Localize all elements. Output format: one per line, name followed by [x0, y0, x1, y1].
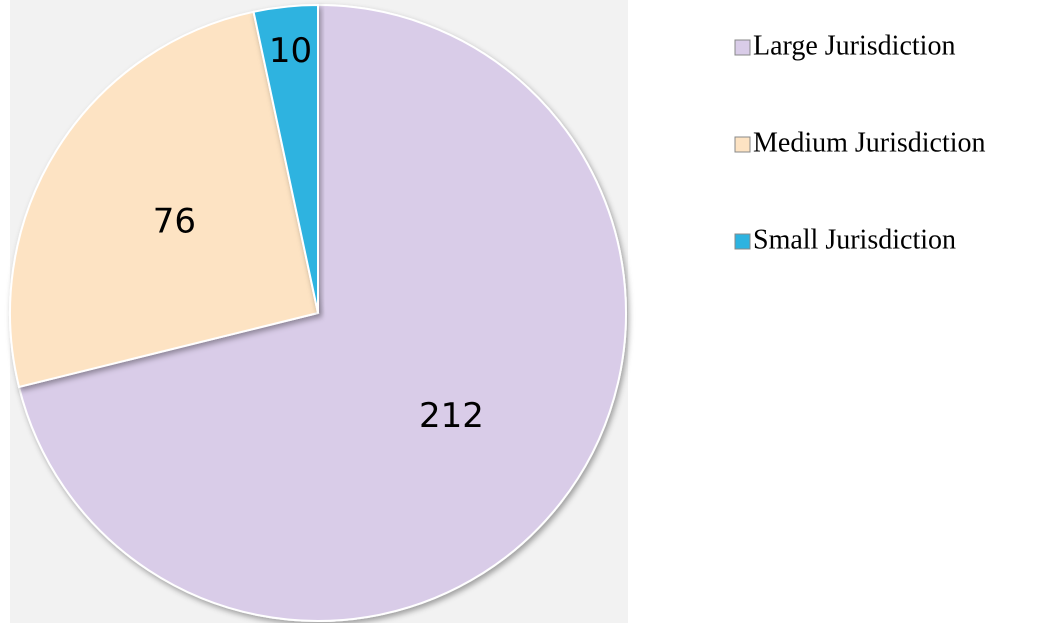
data-label: 212	[419, 396, 484, 436]
data-label: 10	[269, 31, 312, 71]
pie-slice	[17, 3, 627, 622]
legend-swatch	[734, 39, 751, 56]
legend-label: Large Jurisdiction	[753, 30, 955, 61]
data-label: 76	[153, 202, 196, 242]
pie-slice	[9, 10, 320, 389]
legend-swatch	[734, 233, 751, 250]
pie-slice	[252, 3, 319, 314]
legend-label: Medium Jurisdiction	[753, 127, 986, 158]
legend-label: Small Jurisdiction	[753, 224, 956, 255]
legend: Large Jurisdiction Medium Jurisdiction Sma…	[734, 30, 986, 255]
pie: 212 76 10	[9, 3, 627, 622]
legend-swatch	[734, 136, 751, 153]
